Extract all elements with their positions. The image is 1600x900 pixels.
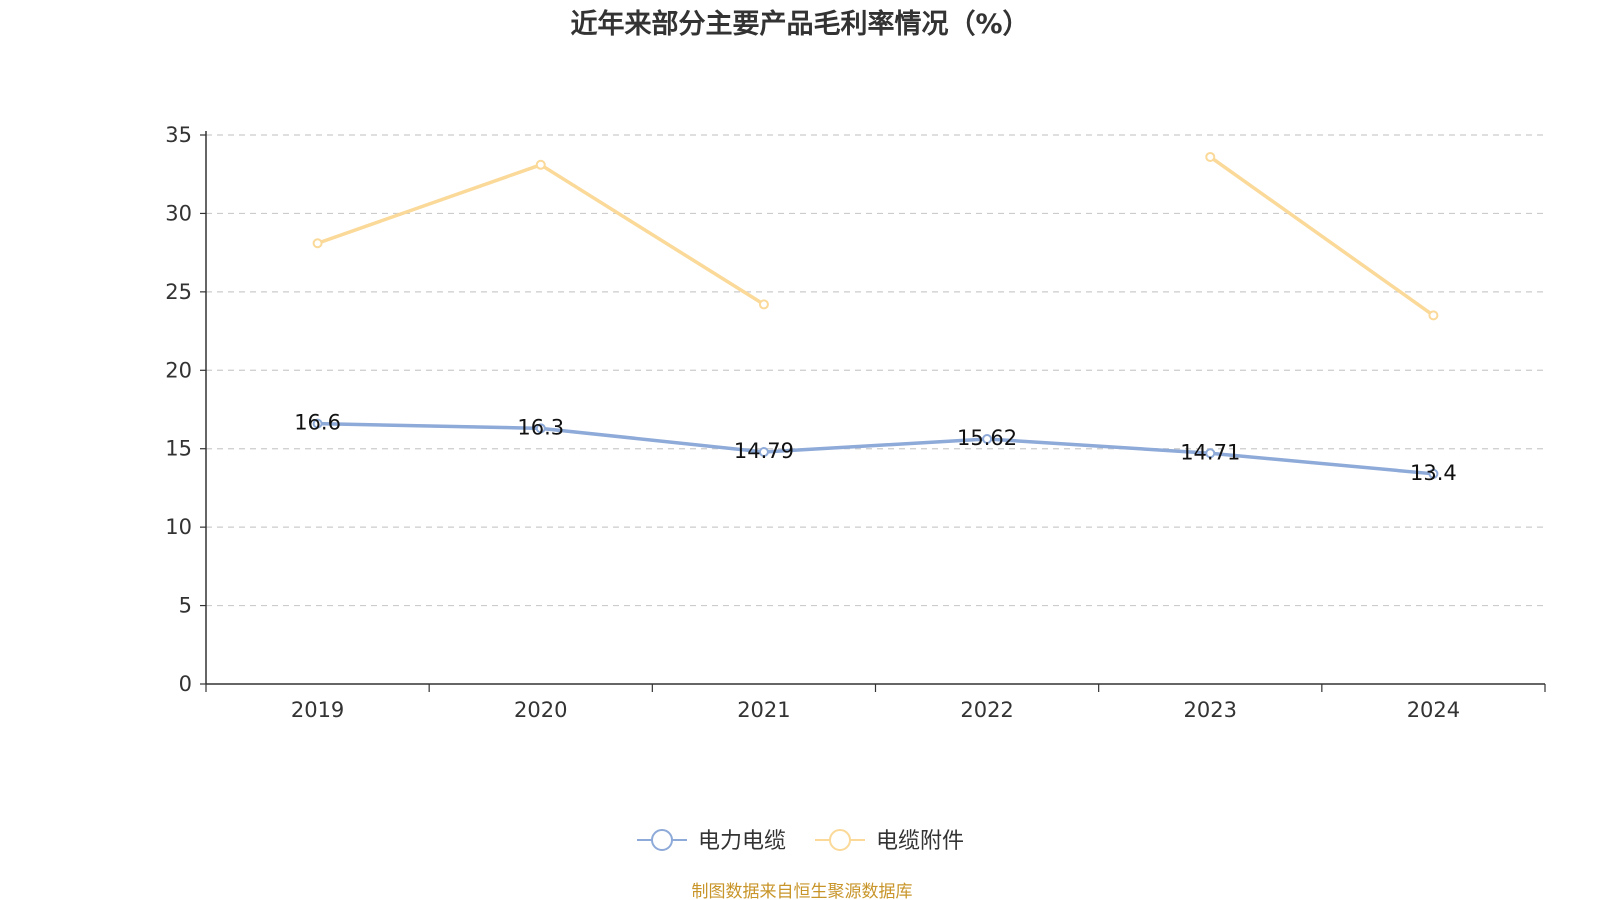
series-line-0 [315,421,1436,476]
x-tick-label: 2023 [1184,698,1237,722]
data-point[interactable] [535,423,546,434]
y-tick-label: 15 [165,437,192,461]
x-tick-label: 2021 [737,698,790,722]
series-line-1 [1208,155,1436,318]
legend-label-cable-accessory: 电缆附件 [876,829,964,854]
data-label: 16.3 [517,415,564,439]
x-tick-label: 2024 [1407,698,1460,722]
series-line-1 [315,163,766,307]
data-point[interactable] [758,299,769,310]
data-point[interactable] [535,159,546,170]
chart-title: 近年来部分主要产品毛利率情况（%） [570,8,1029,40]
x-tick-label: 2019 [291,698,344,722]
data-labels: 16.6 16.3 14.79 15.62 14.71 13.4 [294,411,1457,485]
data-label: 15.62 [957,426,1017,450]
data-point[interactable] [1205,448,1216,459]
y-tick-label: 10 [165,515,192,539]
y-tick-label: 25 [165,280,192,304]
x-tick-label: 2020 [514,698,567,722]
data-point[interactable] [982,433,993,444]
data-label: 16.6 [294,411,341,435]
y-tick-label: 35 [165,123,192,147]
legend[interactable]: 电力电缆 电缆附件 [637,829,964,854]
data-point[interactable] [1428,310,1439,321]
grid-lines [206,134,1545,607]
axes: 0 5 10 15 20 25 30 35 2019 2020 2021 2022 2023 2024 [165,123,1546,722]
y-tick-label: 20 [165,358,192,382]
y-tick-label: 30 [165,201,192,225]
source-note: 制图数据来自恒生聚源数据库 [692,882,913,900]
legend-label-power-cable: 电力电缆 [698,829,786,854]
data-label: 14.71 [1180,440,1240,464]
legend-item-power-cable[interactable]: 电力电缆 [637,829,786,854]
series-lines [312,151,1439,479]
data-point[interactable] [1428,468,1439,479]
legend-marker-cable-accessory [829,829,851,851]
data-point[interactable] [312,238,323,249]
data-point[interactable] [758,447,769,458]
legend-item-cable-accessory[interactable]: 电缆附件 [815,829,964,854]
data-point[interactable] [1205,151,1216,162]
data-label: 14.79 [734,439,794,463]
x-tick-label: 2022 [960,698,1013,722]
y-tick-label: 5 [179,594,192,618]
y-tick-label: 0 [179,672,192,696]
data-label: 13.4 [1410,461,1457,485]
data-point[interactable] [312,418,323,429]
legend-marker-power-cable [651,829,673,851]
